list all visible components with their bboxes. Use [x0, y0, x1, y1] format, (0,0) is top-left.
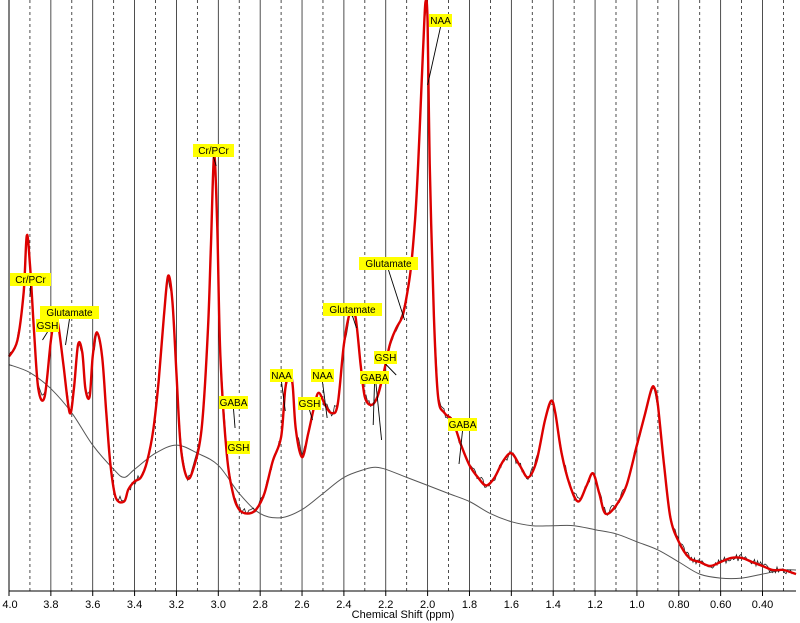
annotation-label-bg	[374, 351, 397, 364]
annotation-label: GABA	[220, 398, 248, 409]
x-tick-label: 3.6	[85, 599, 100, 611]
annotation-cr-pcr: Cr/PCr	[10, 273, 51, 298]
annotation-leader-line	[372, 383, 375, 426]
annotation-gaba: GABA	[448, 418, 477, 465]
annotation-label: GSH	[37, 321, 59, 332]
annotation-label: Cr/PCr	[198, 146, 229, 157]
annotation-label-bg	[10, 273, 51, 286]
annotation-label-bg	[323, 303, 382, 316]
annotation-gaba: GABA	[360, 371, 389, 426]
annotation-label-bg	[311, 369, 334, 382]
annotation-leader-line	[352, 315, 357, 329]
annotation-naa: NAA	[427, 14, 452, 86]
annotation-gsh: GSH	[227, 441, 250, 455]
annotation-label: GSH	[299, 399, 321, 410]
annotation-label: NAA	[271, 371, 292, 382]
annotation-label-bg	[270, 369, 293, 382]
annotation-gsh: GSH	[374, 351, 397, 376]
x-tick-label: 1.6	[504, 599, 519, 611]
x-tick-label: 0.40	[752, 599, 773, 611]
x-tick-label: 1.2	[587, 599, 602, 611]
fit-curve-line	[7, 0, 797, 576]
annotation-label: Glutamate	[365, 259, 412, 270]
x-tick-label: 1.8	[462, 599, 477, 611]
annotation-glutamate: Glutamate	[40, 306, 99, 346]
x-tick-label: 3.8	[43, 599, 58, 611]
annotation-gsh: GSH	[36, 319, 59, 341]
annotation-label-bg	[448, 418, 477, 431]
x-tick-label: 0.60	[710, 599, 731, 611]
annotation-leader-line	[281, 381, 286, 412]
measured-spectrum-line	[8, 7, 796, 575]
x-tick-label: 1.4	[546, 599, 561, 611]
annotation-leader-line	[385, 363, 397, 376]
annotation-label: Glutamate	[329, 305, 376, 316]
x-tick-label: 4.0	[2, 599, 17, 611]
annotation-glutamate: Glutamate	[359, 257, 418, 321]
annotation-leader-line	[375, 383, 383, 441]
annotation-cr-pcr: Cr/PCr	[193, 144, 234, 167]
x-tick-label: 3.0	[211, 599, 226, 611]
annotation-label-bg	[219, 396, 248, 409]
annotation-leader-line	[29, 285, 31, 298]
annotation-leader-line	[309, 409, 313, 421]
x-tick-label: 2.2	[378, 599, 393, 611]
annotation-label: Cr/PCr	[15, 275, 46, 286]
metabolite-annotations: Cr/PCr GSH Glutamate Cr/PCr GABA GSH NAA GSH NAA…	[10, 14, 477, 465]
annotation-gaba-2	[375, 383, 383, 441]
x-axis-ticks: 4.0 3.8 3.6 3.4 3.2 3.0 2.8 2.6 2.4 2.2 2.0 1.8 1.6 1…	[2, 591, 773, 611]
annotation-leader-line	[65, 318, 70, 346]
x-tick-label: 2.8	[253, 599, 268, 611]
annotation-leader-line	[427, 26, 441, 86]
annotation-naa: NAA	[311, 369, 334, 419]
annotation-leader-line	[388, 269, 406, 321]
x-tick-label: 3.4	[127, 599, 142, 611]
x-tick-label: 0.80	[668, 599, 689, 611]
annotation-label-bg	[359, 257, 418, 270]
annotation-label: GABA	[449, 420, 477, 431]
annotation-label-bg	[36, 319, 59, 332]
annotation-leader-line	[322, 381, 328, 419]
annotation-label: NAA	[312, 371, 333, 382]
annotation-gaba: GABA	[219, 396, 248, 429]
annotation-gsh: GSH	[298, 397, 321, 421]
x-tick-label: 2.6	[294, 599, 309, 611]
baseline-curve	[8, 364, 797, 580]
spectrum-curves	[7, 0, 797, 580]
annotation-label: Glutamate	[46, 308, 93, 319]
annotation-label-bg	[227, 441, 250, 454]
annotation-leader-line	[458, 430, 463, 465]
annotation-leader-line	[213, 156, 217, 167]
x-axis-title: Chemical Shift (ppm)	[352, 609, 455, 621]
annotation-glutamate: Glutamate	[323, 303, 382, 329]
annotation-label: GSH	[228, 443, 250, 454]
annotation-label: NAA	[430, 16, 451, 27]
annotation-label-bg	[298, 397, 321, 410]
annotation-label: GSH	[375, 353, 397, 364]
annotation-naa: NAA	[270, 369, 293, 412]
grid-lines	[8, 0, 784, 591]
x-tick-label: 3.2	[169, 599, 184, 611]
annotation-label: GABA	[361, 373, 389, 384]
annotation-label-bg	[360, 371, 389, 384]
annotation-leader-line	[233, 408, 236, 429]
x-tick-label: 1.0	[629, 599, 644, 611]
annotation-label-bg	[40, 306, 99, 319]
x-tick-label: 2.0	[420, 599, 435, 611]
annotation-label-bg	[193, 144, 234, 157]
annotation-label-bg	[429, 14, 452, 27]
annotation-leader-line	[42, 331, 48, 341]
x-tick-label: 2.4	[336, 599, 351, 611]
